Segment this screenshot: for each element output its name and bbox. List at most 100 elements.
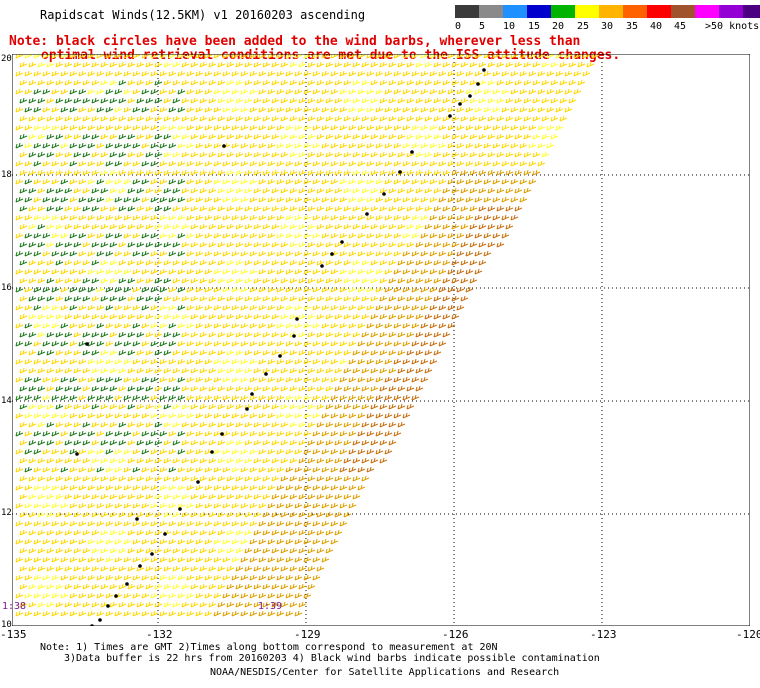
wind-barb [370,349,379,356]
wind-barb [222,286,231,293]
wind-barb [240,160,249,167]
wind-barb [172,601,181,608]
wind-barb [78,286,87,293]
wind-barb [42,70,51,77]
wind-barb [262,97,271,104]
wind-barb [213,574,222,581]
wind-barb [339,502,348,509]
wind-barb [141,340,150,347]
wind-barb [208,601,217,608]
wind-barb [433,133,442,140]
wind-barb [105,556,114,563]
wind-barb [244,565,253,572]
wind-barb [460,115,469,122]
wind-barb [123,232,132,239]
scale-swatch [695,5,719,18]
wind-barb [235,79,244,86]
wind-barb [154,547,163,554]
wind-barb [132,142,141,149]
wind-barb [55,241,64,248]
wind-barb [150,142,159,149]
wind-barb [510,178,519,185]
wind-barb [325,547,334,554]
wind-barb [402,142,411,149]
wind-barb [172,421,181,428]
wind-barb [325,421,334,428]
wind-barb [541,133,550,140]
wind-barb [523,97,532,104]
wind-barb [186,520,195,527]
wind-barb [168,70,177,77]
wind-barb [325,367,334,374]
wind-barb [82,115,91,122]
wind-barb [15,106,24,113]
wind-barb [87,286,96,293]
wind-barb [253,349,262,356]
wind-barb [244,439,253,446]
wind-barb [141,484,150,491]
wind-barb [325,529,334,536]
wind-barb [334,151,343,158]
wind-barb [190,223,199,230]
wind-barb [87,214,96,221]
wind-barb [348,250,357,257]
wind-barb [15,394,24,401]
wind-barb [33,250,42,257]
wind-barb [127,259,136,266]
wind-barb [60,556,69,563]
wind-barb [136,205,145,212]
wind-barb [285,232,294,239]
wind-barb [334,259,343,266]
wind-barb [325,259,334,266]
wind-barb [136,61,145,68]
wind-barb [123,574,132,581]
wind-barb [213,610,222,617]
wind-barb [429,322,438,329]
contamination-circle [245,407,249,411]
wind-barb [375,70,384,77]
wind-barb [190,241,199,248]
wind-barb [285,574,294,581]
wind-barb [361,475,370,482]
wind-barb [330,430,339,437]
wind-barb [114,142,123,149]
wind-barb [406,313,415,320]
wind-barb [168,322,177,329]
wind-barb [271,475,280,482]
wind-barb [316,277,325,284]
wind-barb [69,376,78,383]
wind-barb [42,250,51,257]
wind-barb [19,61,28,68]
wind-barb [163,277,172,284]
wind-barb [465,214,474,221]
wind-barb [118,313,127,320]
wind-barb [168,430,177,437]
wind-barb [375,394,384,401]
wind-barb [177,448,186,455]
wind-barb [172,61,181,68]
wind-barb [474,70,483,77]
wind-barb [141,70,150,77]
wind-barb [159,142,168,149]
wind-barb [33,160,42,167]
wind-barb [213,304,222,311]
wind-barb [406,223,415,230]
wind-barb [226,187,235,194]
wind-barb [163,493,172,500]
wind-barb [172,133,181,140]
wind-barb [181,421,190,428]
wind-barb [474,196,483,203]
wind-barb [424,79,433,86]
wind-barb [78,124,87,131]
wind-barb [289,187,298,194]
wind-barb [82,223,91,230]
wind-barb [456,160,465,167]
wind-barb [82,601,91,608]
wind-barb [559,115,568,122]
wind-barb [168,556,177,563]
wind-barb [132,250,141,257]
wind-barb [190,187,199,194]
wind-barb [321,54,330,59]
wind-barb [190,151,199,158]
wind-barb [186,54,195,59]
